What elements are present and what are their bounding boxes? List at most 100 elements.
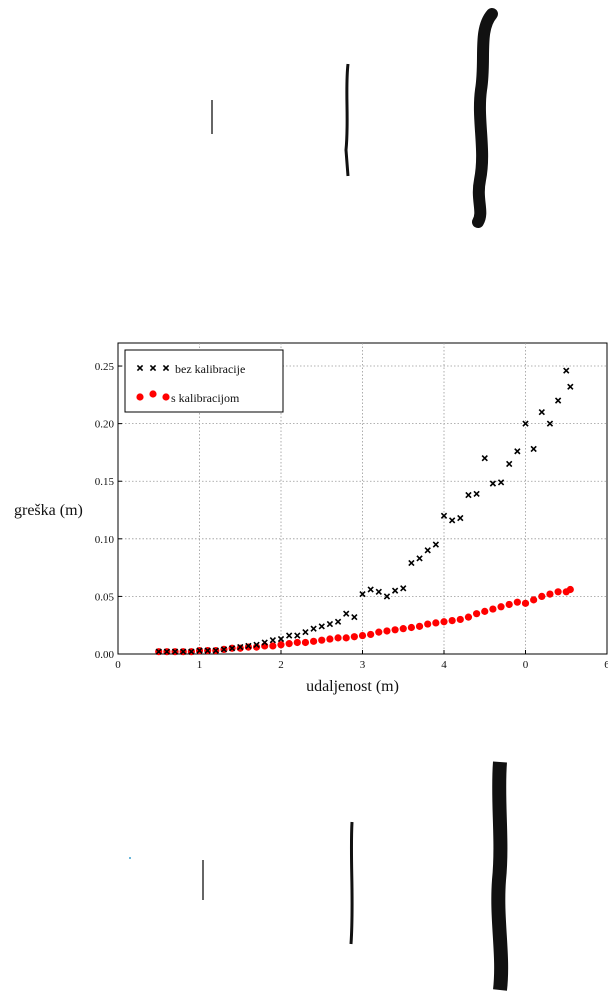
marker-stroke bbox=[530, 445, 537, 453]
data-point bbox=[530, 596, 538, 604]
marker-stroke bbox=[261, 639, 268, 646]
data-point bbox=[546, 420, 554, 427]
data-point bbox=[530, 445, 537, 453]
marker-stroke bbox=[188, 648, 195, 655]
marker-stroke bbox=[155, 648, 162, 655]
marker-stroke bbox=[277, 635, 285, 643]
marker-stroke bbox=[171, 648, 179, 655]
data-point bbox=[481, 455, 488, 462]
marker-stroke bbox=[163, 648, 171, 655]
data-point bbox=[277, 641, 285, 649]
marker-stroke bbox=[538, 408, 545, 416]
data-point bbox=[204, 647, 211, 654]
marker-stroke bbox=[359, 590, 366, 598]
y-tick-label: 0.20 bbox=[95, 419, 115, 431]
data-point bbox=[567, 383, 574, 390]
data-point bbox=[269, 637, 277, 644]
data-point bbox=[506, 460, 513, 468]
legend-label-bez-kalibracije: bez kalibracije bbox=[175, 362, 245, 376]
data-point bbox=[457, 514, 464, 522]
marker-stroke bbox=[514, 448, 521, 455]
top-thick-stroke bbox=[472, 8, 498, 228]
data-point bbox=[375, 588, 382, 595]
marker-stroke bbox=[424, 547, 431, 554]
x-tick-label: 1 bbox=[197, 659, 203, 671]
legend-marker-point bbox=[149, 390, 157, 398]
data-point bbox=[367, 586, 374, 593]
data-point bbox=[391, 587, 399, 594]
x-tick-label: 0 bbox=[115, 659, 121, 671]
data-point bbox=[277, 635, 285, 643]
marker-stroke bbox=[162, 364, 170, 372]
data-point bbox=[383, 593, 391, 600]
marker-stroke bbox=[448, 517, 456, 524]
y-tick-label: 0.10 bbox=[95, 534, 115, 546]
data-point bbox=[505, 600, 513, 609]
data-point bbox=[513, 598, 521, 606]
data-point bbox=[285, 640, 293, 648]
marker-stroke bbox=[506, 460, 513, 468]
data-point bbox=[326, 620, 334, 628]
data-point bbox=[424, 620, 432, 628]
top-medium-stroke bbox=[344, 63, 350, 177]
data-point bbox=[245, 642, 252, 650]
marker-stroke bbox=[253, 641, 260, 648]
y-tick-label: 0.00 bbox=[95, 649, 115, 661]
data-point bbox=[155, 648, 162, 655]
marker-stroke bbox=[391, 587, 399, 594]
data-point bbox=[293, 638, 301, 647]
marker-stroke bbox=[554, 397, 562, 404]
marker-stroke bbox=[294, 632, 301, 639]
legend-marker-point bbox=[162, 393, 170, 401]
bottom-stroke-images bbox=[129, 761, 509, 991]
marker-stroke bbox=[228, 645, 236, 652]
marker-stroke bbox=[351, 613, 358, 621]
data-point bbox=[350, 633, 358, 641]
data-point bbox=[367, 630, 375, 639]
data-point bbox=[514, 448, 521, 455]
data-point bbox=[359, 590, 366, 598]
series-bez-kalibracije bbox=[155, 367, 574, 655]
marker-stroke bbox=[497, 479, 505, 486]
x-axis-label: udaljenost (m) bbox=[306, 678, 399, 695]
legend-box bbox=[124, 349, 284, 413]
x-tick-label: 2 bbox=[278, 659, 284, 671]
data-point bbox=[180, 648, 187, 655]
data-point bbox=[351, 613, 358, 621]
data-point bbox=[473, 610, 481, 618]
data-point bbox=[342, 634, 350, 642]
legend-marker-point bbox=[162, 364, 170, 372]
marker-stroke bbox=[416, 555, 423, 562]
data-point bbox=[196, 647, 203, 654]
marker-stroke bbox=[220, 646, 228, 653]
data-point bbox=[244, 643, 252, 651]
data-point bbox=[407, 623, 415, 632]
data-point bbox=[383, 627, 391, 635]
data-point bbox=[440, 512, 448, 519]
data-point bbox=[408, 559, 415, 567]
data-point bbox=[285, 632, 293, 639]
marker-stroke bbox=[563, 367, 570, 374]
y-tick-label: 0.05 bbox=[95, 591, 115, 603]
data-point bbox=[318, 636, 326, 644]
data-point bbox=[521, 599, 530, 607]
data-point bbox=[358, 631, 367, 640]
legend-marker-s-kalibracijom bbox=[136, 390, 170, 401]
data-point bbox=[538, 408, 545, 416]
marker-stroke bbox=[245, 642, 252, 650]
data-point bbox=[481, 607, 489, 615]
marker-stroke bbox=[302, 628, 309, 636]
marker-stroke bbox=[212, 647, 219, 654]
marker-stroke bbox=[334, 618, 342, 625]
marker-stroke bbox=[546, 420, 554, 427]
data-point bbox=[554, 397, 562, 404]
legend-marker-point bbox=[136, 364, 144, 372]
x-tick-label: 3 bbox=[360, 659, 366, 671]
data-point bbox=[326, 635, 334, 643]
data-point bbox=[188, 648, 195, 655]
marker-stroke bbox=[457, 514, 464, 522]
data-point bbox=[538, 592, 546, 601]
data-point bbox=[318, 623, 325, 630]
marker-stroke bbox=[149, 364, 157, 372]
